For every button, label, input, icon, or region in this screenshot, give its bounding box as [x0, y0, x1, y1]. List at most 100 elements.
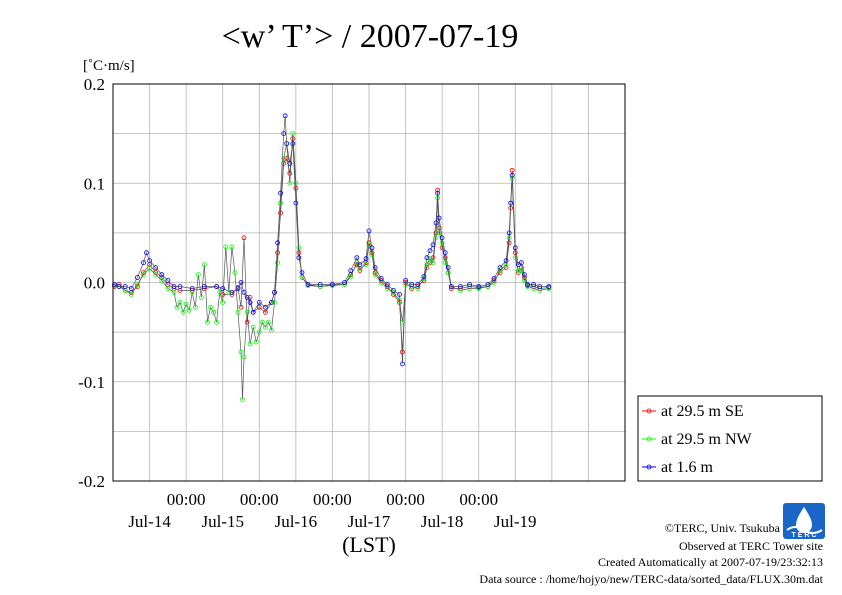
- data-point: [515, 268, 521, 274]
- data-point: [226, 289, 232, 295]
- data-point: [214, 284, 220, 289]
- y-tick-label: -0.2: [78, 472, 105, 491]
- data-point: [241, 354, 247, 360]
- x-tick-date-label: Jul-17: [348, 512, 391, 531]
- data-point: [293, 200, 299, 206]
- data-point: [537, 284, 543, 289]
- data-point: [183, 301, 189, 307]
- data-point: [390, 287, 396, 293]
- data-point: [284, 141, 290, 147]
- x-tick-time-label: 00:00: [386, 490, 425, 509]
- data-point: [217, 289, 223, 295]
- data-point: [512, 245, 518, 251]
- data-point: [400, 361, 405, 367]
- data-point: [369, 245, 375, 251]
- data-point: [205, 319, 210, 325]
- data-point: [240, 397, 245, 403]
- data-point: [525, 282, 530, 287]
- data-point: [180, 309, 186, 315]
- data-point: [348, 268, 354, 274]
- data-point: [171, 284, 177, 289]
- series-line: [114, 138, 549, 353]
- data-point: [253, 339, 259, 345]
- data-point: [357, 262, 363, 268]
- series-line: [114, 133, 549, 400]
- data-point: [275, 250, 281, 256]
- data-point: [519, 260, 524, 266]
- data-point: [189, 286, 195, 291]
- data-point: [348, 274, 354, 279]
- data-point: [436, 215, 442, 221]
- x-axis: 00:00 00:00 00:00 00:00 00:00 Jul-14 Jul-15 Jul…: [128, 490, 536, 531]
- data-point: [238, 280, 244, 285]
- data-point: [363, 262, 369, 268]
- data-point: [159, 275, 165, 280]
- data-point: [250, 324, 256, 330]
- data-point: [442, 250, 448, 256]
- legend-label: at 1.6 m: [661, 459, 714, 476]
- series-at-29-5-m-se: [112, 136, 552, 355]
- data-point: [372, 272, 378, 278]
- data-point: [275, 260, 281, 266]
- data-point: [503, 265, 509, 271]
- data-point: [305, 282, 311, 287]
- data-point: [430, 260, 436, 266]
- data-point: [384, 282, 390, 287]
- y-axis-unit-label: [˚C·m/s]: [83, 58, 135, 74]
- data-point: [400, 349, 405, 355]
- data-point: [247, 294, 253, 300]
- data-point: [448, 284, 454, 289]
- data-point: [415, 282, 421, 287]
- data-point: [177, 299, 183, 305]
- data-point: [522, 272, 527, 278]
- data-point: [244, 294, 250, 300]
- x-axis-label: (LST): [342, 532, 396, 557]
- data-point: [201, 284, 207, 289]
- data-point: [269, 299, 274, 305]
- x-tick-date-label: Jul-16: [275, 512, 318, 531]
- y-tick-label: 0.0: [84, 274, 105, 293]
- data-point: [503, 258, 509, 264]
- data-point: [247, 299, 253, 305]
- data-point: [282, 113, 288, 119]
- data-point: [174, 304, 180, 310]
- data-point: [403, 278, 409, 283]
- data-point: [220, 286, 226, 291]
- data-point: [508, 200, 514, 206]
- data-point: [128, 291, 134, 297]
- data-point: [223, 244, 229, 250]
- data-point: [265, 319, 271, 325]
- data-point: [363, 256, 369, 262]
- data-point: [506, 230, 512, 236]
- data-point: [299, 275, 305, 280]
- plot-frame: [112, 83, 626, 482]
- data-point: [433, 220, 439, 226]
- legend-marker: [646, 408, 652, 414]
- data-point: [424, 262, 430, 268]
- legend-box: [637, 395, 823, 482]
- data-point: [192, 304, 198, 310]
- data-point: [220, 299, 226, 305]
- data-point: [366, 228, 372, 234]
- data-point: [290, 141, 296, 147]
- data-point: [317, 282, 323, 287]
- data-point: [198, 294, 204, 300]
- data-point: [287, 160, 293, 166]
- x-tick-time-label: 00:00: [240, 490, 279, 509]
- x-tick-date-label: Jul-19: [494, 512, 537, 531]
- data-point: [159, 278, 165, 283]
- terc-logo-text: T E R C: [792, 532, 817, 539]
- data-point: [427, 256, 433, 262]
- data-point: [272, 289, 277, 295]
- data-point: [122, 284, 128, 289]
- data-point: [435, 187, 441, 193]
- data-point: [244, 309, 250, 315]
- data-point: [491, 276, 497, 281]
- data-point: [290, 131, 296, 137]
- data-point: [208, 304, 213, 310]
- series-layer: [112, 113, 552, 403]
- data-point: [232, 270, 238, 276]
- data-point: [262, 324, 268, 330]
- series-line: [114, 115, 549, 364]
- data-point: [195, 272, 201, 278]
